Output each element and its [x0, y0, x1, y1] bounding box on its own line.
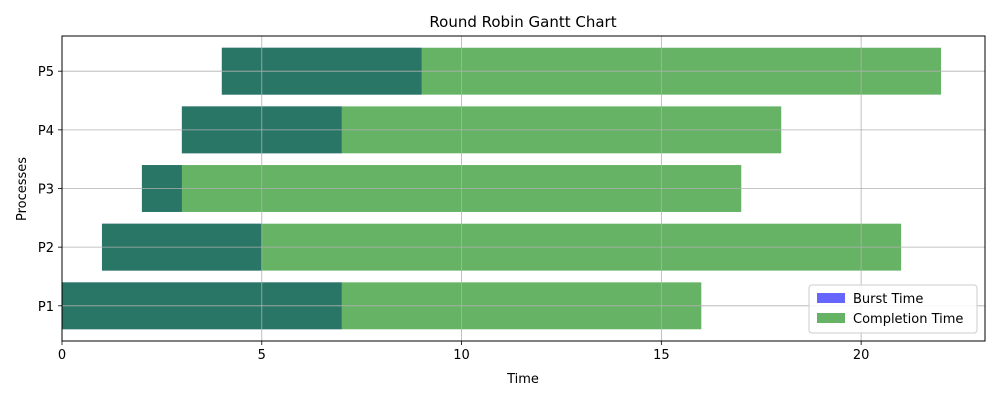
axis-ticks: 0 5 10 15 20 P1 P2 P3 P4 P5 [38, 65, 870, 363]
y-axis-label: Processes [15, 157, 30, 221]
legend-swatch [817, 313, 845, 323]
y-tick-label: P4 [38, 124, 54, 139]
x-tick-label: 10 [453, 348, 470, 363]
legend-box [808, 284, 978, 334]
legend-label: Burst Time [853, 292, 923, 307]
x-tick-label: 20 [853, 348, 870, 363]
legend: Burst Time Completion Time [808, 284, 978, 334]
x-axis-label: Time [506, 372, 539, 387]
y-tick-label: P3 [38, 183, 54, 198]
y-tick-label: P1 [38, 300, 54, 315]
x-tick-label: 15 [653, 348, 670, 363]
x-tick-label: 5 [258, 348, 266, 363]
legend-swatch [817, 293, 845, 303]
x-tick-label: 0 [58, 348, 66, 363]
y-tick-label: P5 [38, 65, 54, 80]
chart-title: Round Robin Gantt Chart [429, 13, 616, 31]
y-tick-label: P2 [38, 241, 54, 256]
legend-label: Completion Time [853, 312, 963, 327]
